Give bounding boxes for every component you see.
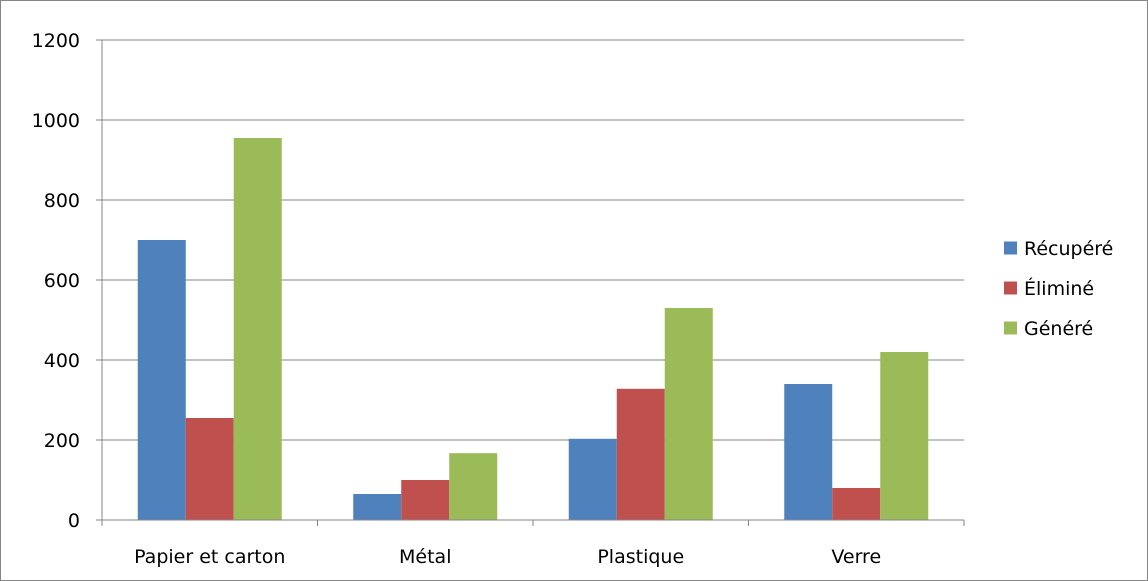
bar-genere-3 <box>880 352 929 520</box>
legend-swatch <box>1004 281 1017 295</box>
y-tick-label: 600 <box>44 270 80 292</box>
legend-swatch <box>1004 321 1017 335</box>
y-tick-label: 800 <box>44 190 80 212</box>
x-category-label: Verre <box>831 546 881 568</box>
bar-elimine-3 <box>832 488 881 520</box>
bar-recupere-0 <box>137 240 186 520</box>
bar-genere-0 <box>233 138 282 520</box>
y-tick-label: 200 <box>44 430 80 452</box>
bar-elimine-2 <box>616 388 665 520</box>
legend-swatch <box>1004 241 1017 255</box>
y-tick-label: 0 <box>68 510 80 532</box>
y-tick-label: 400 <box>44 350 80 372</box>
axes: 0 200 400 600 800 1000 1200 Papier et carton Mét… <box>32 30 965 568</box>
bar-elimine-0 <box>185 418 234 520</box>
bar-elimine-1 <box>401 480 450 520</box>
x-category-label: Métal <box>399 546 451 568</box>
x-category-label: Papier et carton <box>134 546 285 568</box>
legend: Récupéré Éliminé Généré <box>1004 238 1113 340</box>
bar-genere-1 <box>449 453 498 520</box>
bar-genere-2 <box>664 308 713 520</box>
y-tick-label: 1000 <box>32 110 80 132</box>
legend-label: Récupéré <box>1024 238 1113 260</box>
legend-label: Éliminé <box>1024 277 1094 300</box>
bars <box>137 138 929 520</box>
y-tick-label: 1200 <box>32 30 80 52</box>
gridlines <box>102 39 964 441</box>
bar-recupere-1 <box>353 494 402 520</box>
legend-label: Généré <box>1024 318 1093 340</box>
x-category-label: Plastique <box>597 546 684 568</box>
bar-recupere-2 <box>568 438 617 520</box>
bar-recupere-3 <box>784 384 833 520</box>
